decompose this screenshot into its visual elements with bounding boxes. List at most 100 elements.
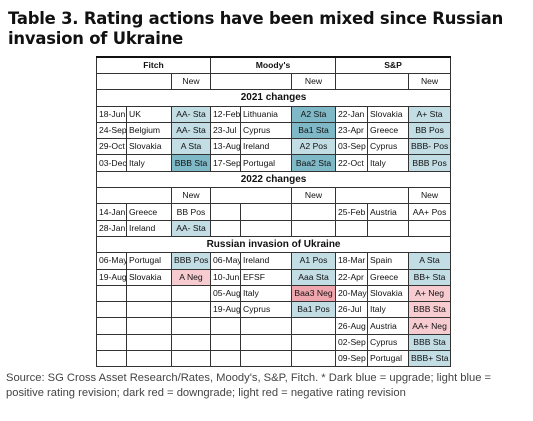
rating-cell: A Neg: [170, 268, 212, 286]
rating-cell: Baa2 Sta: [291, 154, 337, 172]
date-cell: [335, 219, 369, 237]
section-row-2021: 2021 changes: [95, 89, 452, 107]
date-cell: 24-Sep: [96, 121, 127, 140]
source-note: Source: SG Cross Asset Research/Rates, M…: [6, 372, 492, 399]
table-row: 28-Jan Ireland AA- Sta: [96, 219, 452, 237]
rating-cell: A2 Pos: [291, 138, 337, 156]
date-cell: 06-May: [210, 252, 242, 270]
rating-cell: Aaa Sta: [291, 268, 337, 286]
table-title: Table 3. Rating actions have been mixed …: [8, 9, 504, 48]
date-cell: 22-Jan: [335, 105, 369, 123]
country-cell: Greece: [367, 121, 410, 140]
table-row: 19-Aug Cyprus Ba1 Pos 26-Jul Italy BBB Sta: [96, 301, 452, 319]
rating-cell: BBB+ Sta: [408, 350, 452, 368]
rating-cell: BBB Pos: [408, 154, 452, 172]
rating-cell: BBB- Pos: [408, 138, 452, 156]
country-cell: Lithuania: [240, 105, 293, 123]
rating-cell: [291, 317, 337, 335]
new-rating-header: New: [170, 187, 212, 205]
new-rating-header: New: [291, 187, 337, 205]
country-cell: Spain: [367, 252, 410, 270]
country-cell: Slovakia: [367, 105, 410, 123]
country-cell: Portugal: [240, 154, 293, 172]
agency-header-moodys: Moody's: [210, 56, 337, 74]
country-cell: Italy: [240, 284, 293, 303]
table-row: 19-Aug Slovakia A Neg 10-Jun EFSF Aaa Sta 22-A…: [96, 268, 452, 286]
date-cell: [210, 219, 242, 237]
country-cell: Slovakia: [367, 284, 410, 303]
blank-header-cell: [210, 72, 293, 91]
rating-cell: A+ Sta: [408, 105, 452, 123]
section-row-invasion: Russian invasion of Ukraine: [95, 235, 452, 254]
rating-cell: AA+ Neg: [408, 317, 452, 335]
country-cell: [240, 203, 293, 221]
rating-cell: BBB Sta: [408, 333, 452, 352]
date-cell: 10-Jun: [210, 268, 242, 286]
date-cell: 17-Sep: [210, 154, 242, 172]
rating-cell: A Sta: [170, 138, 212, 156]
table-row: 24-Sep Belgium AA- Sta 23-Jul Cyprus Ba1 Sta 2…: [96, 121, 452, 140]
rating-cell: [291, 203, 337, 221]
agency-header-sp: S&P: [335, 56, 452, 74]
date-cell: [96, 301, 127, 319]
rating-actions-table: Fitch Moody's S&P New New New 2021 changes…: [95, 56, 452, 368]
rating-cell: A1 Pos: [291, 252, 337, 270]
date-cell: 22-Apr: [335, 268, 369, 286]
date-cell: 25-Feb: [335, 203, 369, 221]
country-cell: Italy: [126, 154, 172, 172]
rating-cell: [291, 350, 337, 368]
date-cell: [96, 317, 127, 335]
country-cell: [367, 219, 410, 237]
date-cell: 18-Jun: [96, 105, 127, 123]
country-cell: Greece: [367, 268, 410, 286]
date-cell: 19-Aug: [96, 268, 127, 286]
rating-cell: Ba1 Pos: [291, 301, 337, 319]
rating-cell: [170, 333, 212, 352]
rating-cell: BB Pos: [170, 203, 212, 221]
agency-header-fitch: Fitch: [95, 56, 212, 74]
section-row-2022: 2022 changes: [95, 170, 452, 189]
date-cell: 03-Dec: [96, 154, 127, 172]
blank-header-cell: [335, 187, 410, 205]
rating-cell: [170, 317, 212, 335]
country-cell: Italy: [367, 154, 410, 172]
country-cell: [126, 333, 172, 352]
date-cell: 06-May: [96, 252, 127, 270]
rating-cell: AA- Sta: [170, 121, 212, 140]
rating-cell: A+ Neg: [408, 284, 452, 303]
date-cell: 12-Feb: [210, 105, 242, 123]
country-cell: Ireland: [240, 252, 293, 270]
rating-cell: [291, 333, 337, 352]
date-cell: 29-Oct: [96, 138, 127, 156]
date-cell: 09-Sep: [335, 350, 369, 368]
country-cell: [240, 317, 293, 335]
date-cell: 26-Aug: [335, 317, 369, 335]
table-row: 06-May Portugal BBB Pos 06-May Ireland A1 Pos…: [96, 252, 452, 270]
date-cell: 03-Sep: [335, 138, 369, 156]
rating-cell: A Sta: [408, 252, 452, 270]
new-header-row: New New New: [96, 72, 452, 91]
country-cell: Slovakia: [126, 138, 172, 156]
date-cell: 22-Oct: [335, 154, 369, 172]
date-cell: 19-Aug: [210, 301, 242, 319]
rating-cell: BB Pos: [408, 121, 452, 140]
country-cell: [126, 350, 172, 368]
country-cell: Greece: [126, 203, 172, 221]
country-cell: Cyprus: [240, 301, 293, 319]
date-cell: 23-Apr: [335, 121, 369, 140]
country-cell: EFSF: [240, 268, 293, 286]
new-header-row: New New New: [96, 187, 452, 205]
rating-cell: BBB Sta: [170, 154, 212, 172]
date-cell: 26-Jul: [335, 301, 369, 319]
rating-cell: BB+ Sta: [408, 268, 452, 286]
date-cell: 23-Jul: [210, 121, 242, 140]
date-cell: 18-Mar: [335, 252, 369, 270]
table-row: 29-Oct Slovakia A Sta 13-Aug Ireland A2 Pos 03…: [96, 138, 452, 156]
table-row: 14-Jan Greece BB Pos 25-Feb Austria AA+ Pos: [96, 203, 452, 221]
country-cell: Portugal: [126, 252, 172, 270]
table-row: 26-Aug Austria AA+ Neg: [96, 317, 452, 335]
table-row: 18-Jun UK AA- Sta 12-Feb Lithuania A2 Sta 22-J…: [96, 105, 452, 123]
table-row: 09-Sep Portugal BBB+ Sta: [96, 350, 452, 368]
blank-header-cell: [335, 72, 410, 91]
country-cell: [240, 350, 293, 368]
